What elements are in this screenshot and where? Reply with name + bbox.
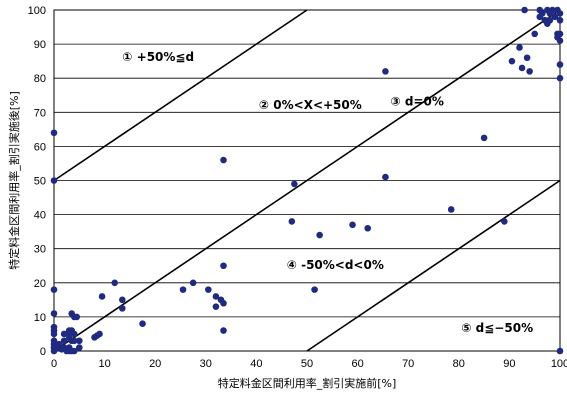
- zone-label-2: ② 0%<X<+50%: [259, 98, 362, 112]
- y-tick-label: 20: [34, 278, 46, 290]
- data-point: [556, 30, 564, 38]
- data-point: [205, 286, 212, 293]
- data-point: [382, 173, 389, 181]
- data-point: [96, 330, 103, 338]
- y-axis-title: 特定料金区間利用率_割引実施後[%]: [7, 91, 21, 270]
- y-tick-labels: 0 10 20 30 40 50 60 70 80 90 100: [28, 5, 46, 358]
- data-point: [538, 10, 546, 17]
- data-point: [70, 347, 78, 355]
- y-tick-label: 40: [34, 210, 46, 222]
- data-point: [212, 293, 220, 300]
- data-point: [546, 16, 554, 24]
- y-tick-label: 60: [34, 141, 46, 153]
- x-tick-labels: 0 10 20 30 40 50 60 70 80 90 100: [51, 358, 567, 370]
- data-point: [111, 279, 119, 287]
- data-point: [521, 6, 528, 14]
- data-point: [556, 10, 564, 17]
- data-point: [119, 296, 126, 304]
- x-tick-label: 90: [503, 358, 515, 370]
- data-point: [556, 61, 564, 68]
- data-point: [70, 330, 78, 338]
- data-point: [50, 129, 58, 137]
- data-point: [364, 224, 372, 232]
- y-tick-label: 30: [34, 244, 46, 256]
- data-point: [60, 337, 68, 345]
- x-tick-label: 40: [250, 358, 262, 370]
- zone-label-3: ③ d=0%: [390, 94, 443, 108]
- data-point: [220, 262, 227, 270]
- reference-line-1: [53, 9, 308, 182]
- x-tick-label: 100: [551, 358, 567, 370]
- y-tick-label: 90: [34, 39, 46, 51]
- data-point: [179, 286, 187, 293]
- data-point: [139, 320, 146, 328]
- data-point: [382, 68, 389, 75]
- data-point: [189, 279, 197, 287]
- data-point: [50, 177, 58, 184]
- x-tick-label: 50: [301, 358, 313, 370]
- data-point: [76, 337, 83, 345]
- x-axis-title: 特定料金区間利用率_割引実施前[%]: [218, 376, 397, 390]
- data-point: [212, 303, 220, 310]
- data-point: [220, 327, 227, 334]
- data-point: [501, 218, 508, 225]
- y-tick-label: 100: [28, 5, 46, 17]
- data-point: [516, 44, 523, 51]
- x-tick-label: 30: [200, 358, 212, 370]
- y-tick-label: 80: [34, 73, 46, 85]
- data-point: [518, 64, 526, 72]
- zone-label-5: ⑤ d≦−50%: [461, 321, 533, 335]
- data-points: [50, 6, 564, 355]
- reference-line-3: [306, 179, 561, 352]
- zone-label-4: ④ -50%<d<0%: [287, 258, 384, 272]
- data-point: [220, 156, 227, 164]
- data-point: [291, 180, 298, 188]
- data-point: [288, 218, 296, 225]
- data-point: [556, 74, 564, 82]
- x-tick-label: 0: [51, 358, 57, 370]
- reference-lines: [53, 9, 561, 352]
- data-point: [55, 340, 63, 348]
- data-point: [556, 16, 564, 24]
- y-tick-label: 10: [34, 312, 46, 324]
- data-point: [70, 337, 78, 345]
- y-tick-label: 50: [34, 176, 46, 188]
- data-point: [311, 286, 318, 293]
- x-tick-label: 10: [98, 358, 110, 370]
- data-point: [60, 330, 68, 338]
- x-tick-label: 70: [402, 358, 414, 370]
- data-point: [549, 6, 556, 14]
- annotations: ① +50%≦d ② 0%<X<+50% ③ d=0% ④ -50%<d<0% ⑤ d≦…: [122, 50, 533, 335]
- data-point: [50, 347, 58, 355]
- data-point: [50, 330, 58, 338]
- x-tick-label: 60: [351, 358, 363, 370]
- data-point: [556, 37, 564, 44]
- data-point: [523, 54, 531, 62]
- data-point: [531, 30, 538, 38]
- x-tick-label: 80: [453, 358, 465, 370]
- data-point: [316, 231, 323, 239]
- x-tick-label: 20: [149, 358, 161, 370]
- data-point: [50, 310, 58, 317]
- data-point: [551, 13, 559, 21]
- data-point: [76, 344, 83, 351]
- data-point: [50, 286, 58, 293]
- data-point: [119, 305, 126, 312]
- data-point: [73, 313, 81, 321]
- reference-line-2: [53, 9, 561, 352]
- data-point: [349, 221, 356, 229]
- zone-label-1: ① +50%≦d: [122, 50, 194, 64]
- data-point: [526, 68, 533, 75]
- data-point: [508, 57, 516, 65]
- y-tick-label: 70: [34, 107, 46, 119]
- data-point: [447, 206, 455, 213]
- y-tick-label: 0: [40, 346, 46, 358]
- data-point: [98, 293, 106, 300]
- data-point: [556, 347, 564, 355]
- data-point: [220, 299, 227, 307]
- data-point: [480, 134, 488, 142]
